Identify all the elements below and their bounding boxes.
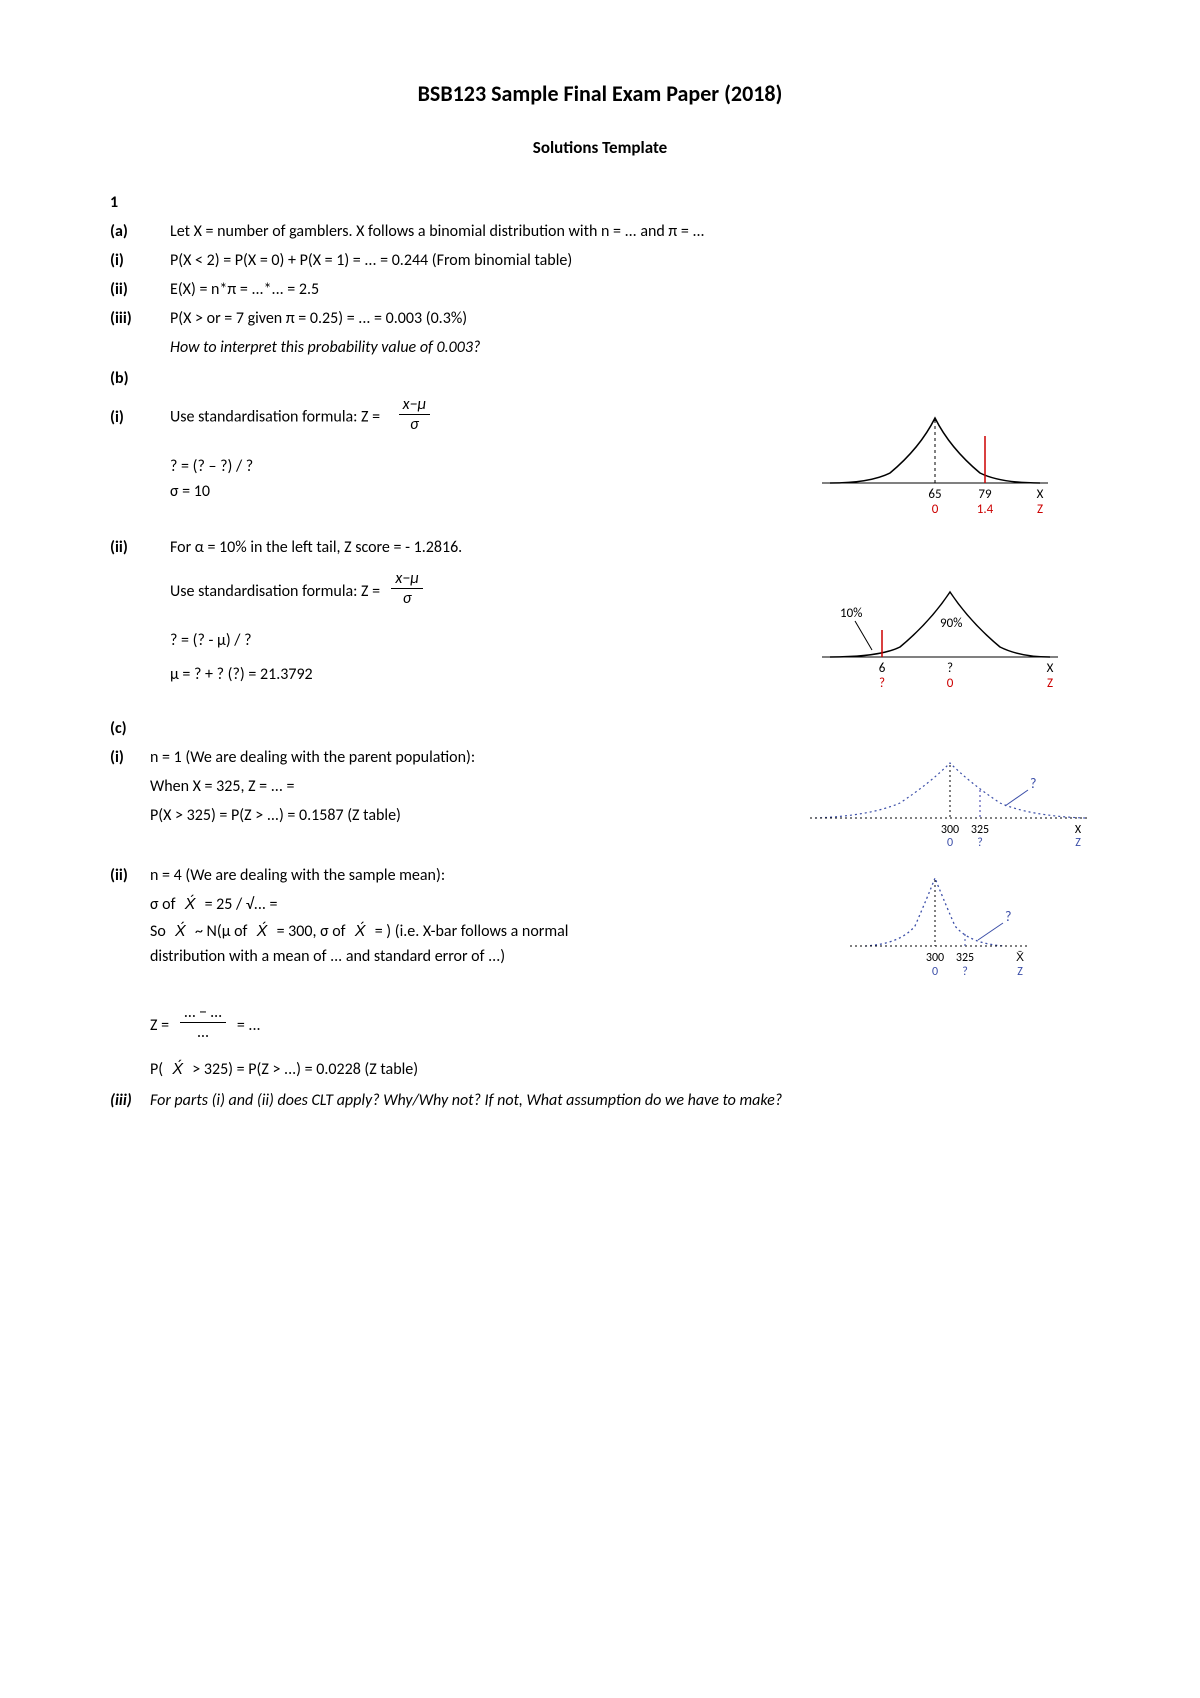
d2-xlabel: X [1047,661,1054,676]
q1b-i-line1: ? = (? – ?) / ? [110,457,810,476]
fraction-num-2: x−μ [391,570,423,589]
fraction-xmu-sigma-2: x−μ σ [391,570,423,609]
d2-x1: 6 [879,661,886,676]
d1-z2: 1.4 [977,502,994,517]
d3-z1: 0 [947,836,953,850]
d3-x1: 300 [941,823,959,837]
fraction-num: x−μ [399,396,431,415]
d1-x2: 79 [978,487,992,502]
d1-z1: 0 [932,502,939,517]
q1c-ii-z: Z = … − … … = ... [110,1006,1090,1045]
q1a-i-text: P(X < 2) = P(X = 0) + P(X = 1) = ... = 0… [170,251,1090,270]
q1b-ii-line1: ? = (? - μ) / ? [110,631,810,650]
d4-zlabel: Z [1017,965,1023,979]
d4-xlabel: X̄ [1016,950,1024,965]
q1c-ii-line2: So X́ ~ N(μ of X́ = 300, σ of X́ = ) (i.… [110,922,810,941]
q1c-label: (c) [110,719,170,738]
fraction-xmu-sigma: x−μ σ [399,396,431,435]
q1a-i-label: (i) [110,251,170,270]
q1b-ii-text: For α = 10% in the left tail, Z score = … [170,538,1090,557]
d2-x2: ? [947,661,953,676]
q1b-i-line2: σ = 10 [110,482,810,501]
d2-left-pct: 10% [840,606,862,621]
q1a-text: Let X = number of gamblers. X follows a … [170,222,1090,241]
diagram-normal-1: 65 79 X 0 1.4 Z [810,398,1090,528]
q1b-label: (b) [110,369,170,388]
q1a-iii-interpret: How to interpret this probability value … [110,338,1090,357]
d2-z2: 0 [947,676,954,691]
q1b-ii-line2: μ = ? + ? (?) = 21.3792 [110,665,810,684]
q1c-ii-line2b: distribution with a mean of ... and stan… [110,947,810,966]
q1c-ii-p: P( X́ > 325) = P(Z > ...) = 0.0228 (Z ta… [110,1060,1090,1079]
diagram-normal-4: ? 300 325 X̄ 0 ? Z [810,866,1090,991]
q1a-iii-text: P(X > or = 7 given π = 0.25) = ... = 0.0… [170,309,1090,328]
q1b-ii-formula: Use standardisation formula: Z = [170,582,380,601]
q1a-ii-text: E(X) = n*π = ...*... = 2.5 [170,280,1090,299]
q1c-i-line1: When X = 325, Z = ... = [110,777,810,796]
q1b-i-text: Use standardisation formula: Z = x−μ σ [170,398,810,437]
d4-x1: 300 [926,951,944,965]
fraction-den-2: σ [391,589,423,610]
d3-qmark: ? [1030,775,1037,792]
page-subtitle: Solutions Template [110,137,1090,158]
d4-x2: 325 [956,951,974,965]
d1-zlabel: Z [1037,502,1043,517]
fraction-dots: … − … … [180,1004,225,1043]
q1a-iii-label: (iii) [110,309,170,328]
q1c-i-line2: P(X > 325) = P(Z > ...) = 0.1587 (Z tabl… [110,806,810,825]
q1c-ii-label: (ii) [110,866,150,885]
d3-x2: 325 [971,823,989,837]
d3-xlabel: X [1075,823,1082,837]
q1c-i-text: n = 1 (We are dealing with the parent po… [150,748,810,767]
d1-xlabel: X [1037,487,1044,502]
d3-z2: ? [977,836,983,850]
diagram-normal-2: 10% 90% 6 ? X ? 0 Z [810,572,1090,707]
q1a-ii-label: (ii) [110,280,170,299]
q1c-ii-line1: σ of X́ = 25 / √... = [110,895,810,914]
d4-qmark: ? [1005,908,1012,925]
q1c-ii-text: n = 4 (We are dealing with the sample me… [150,866,810,885]
fraction-den: σ [399,415,431,436]
d2-zlabel: Z [1047,676,1053,691]
d4-z2: ? [962,965,968,979]
d1-x1: 65 [928,487,941,502]
q1c-iii-label: (iii) [110,1091,150,1110]
d3-zlabel: Z [1075,836,1081,850]
q1b-i-label: (i) [110,408,170,427]
q1b-i-formula-text: Use standardisation formula: Z = [170,408,380,427]
diagram-normal-3: ? 300 325 X 0 ? Z [810,748,1090,858]
q1c-i-label: (i) [110,748,150,767]
xbar-glyph: X́ [185,895,196,914]
d4-z1: 0 [932,965,938,979]
q1b-ii-label: (ii) [110,538,170,557]
d2-right-pct: 90% [940,616,962,631]
q1a-label: (a) [110,222,170,241]
page-title: BSB123 Sample Final Exam Paper (2018) [110,80,1090,107]
q1c-iii-text: For parts (i) and (ii) does CLT apply? W… [150,1091,1090,1110]
q1-label: 1 [110,193,170,212]
d2-z1: ? [879,676,885,691]
